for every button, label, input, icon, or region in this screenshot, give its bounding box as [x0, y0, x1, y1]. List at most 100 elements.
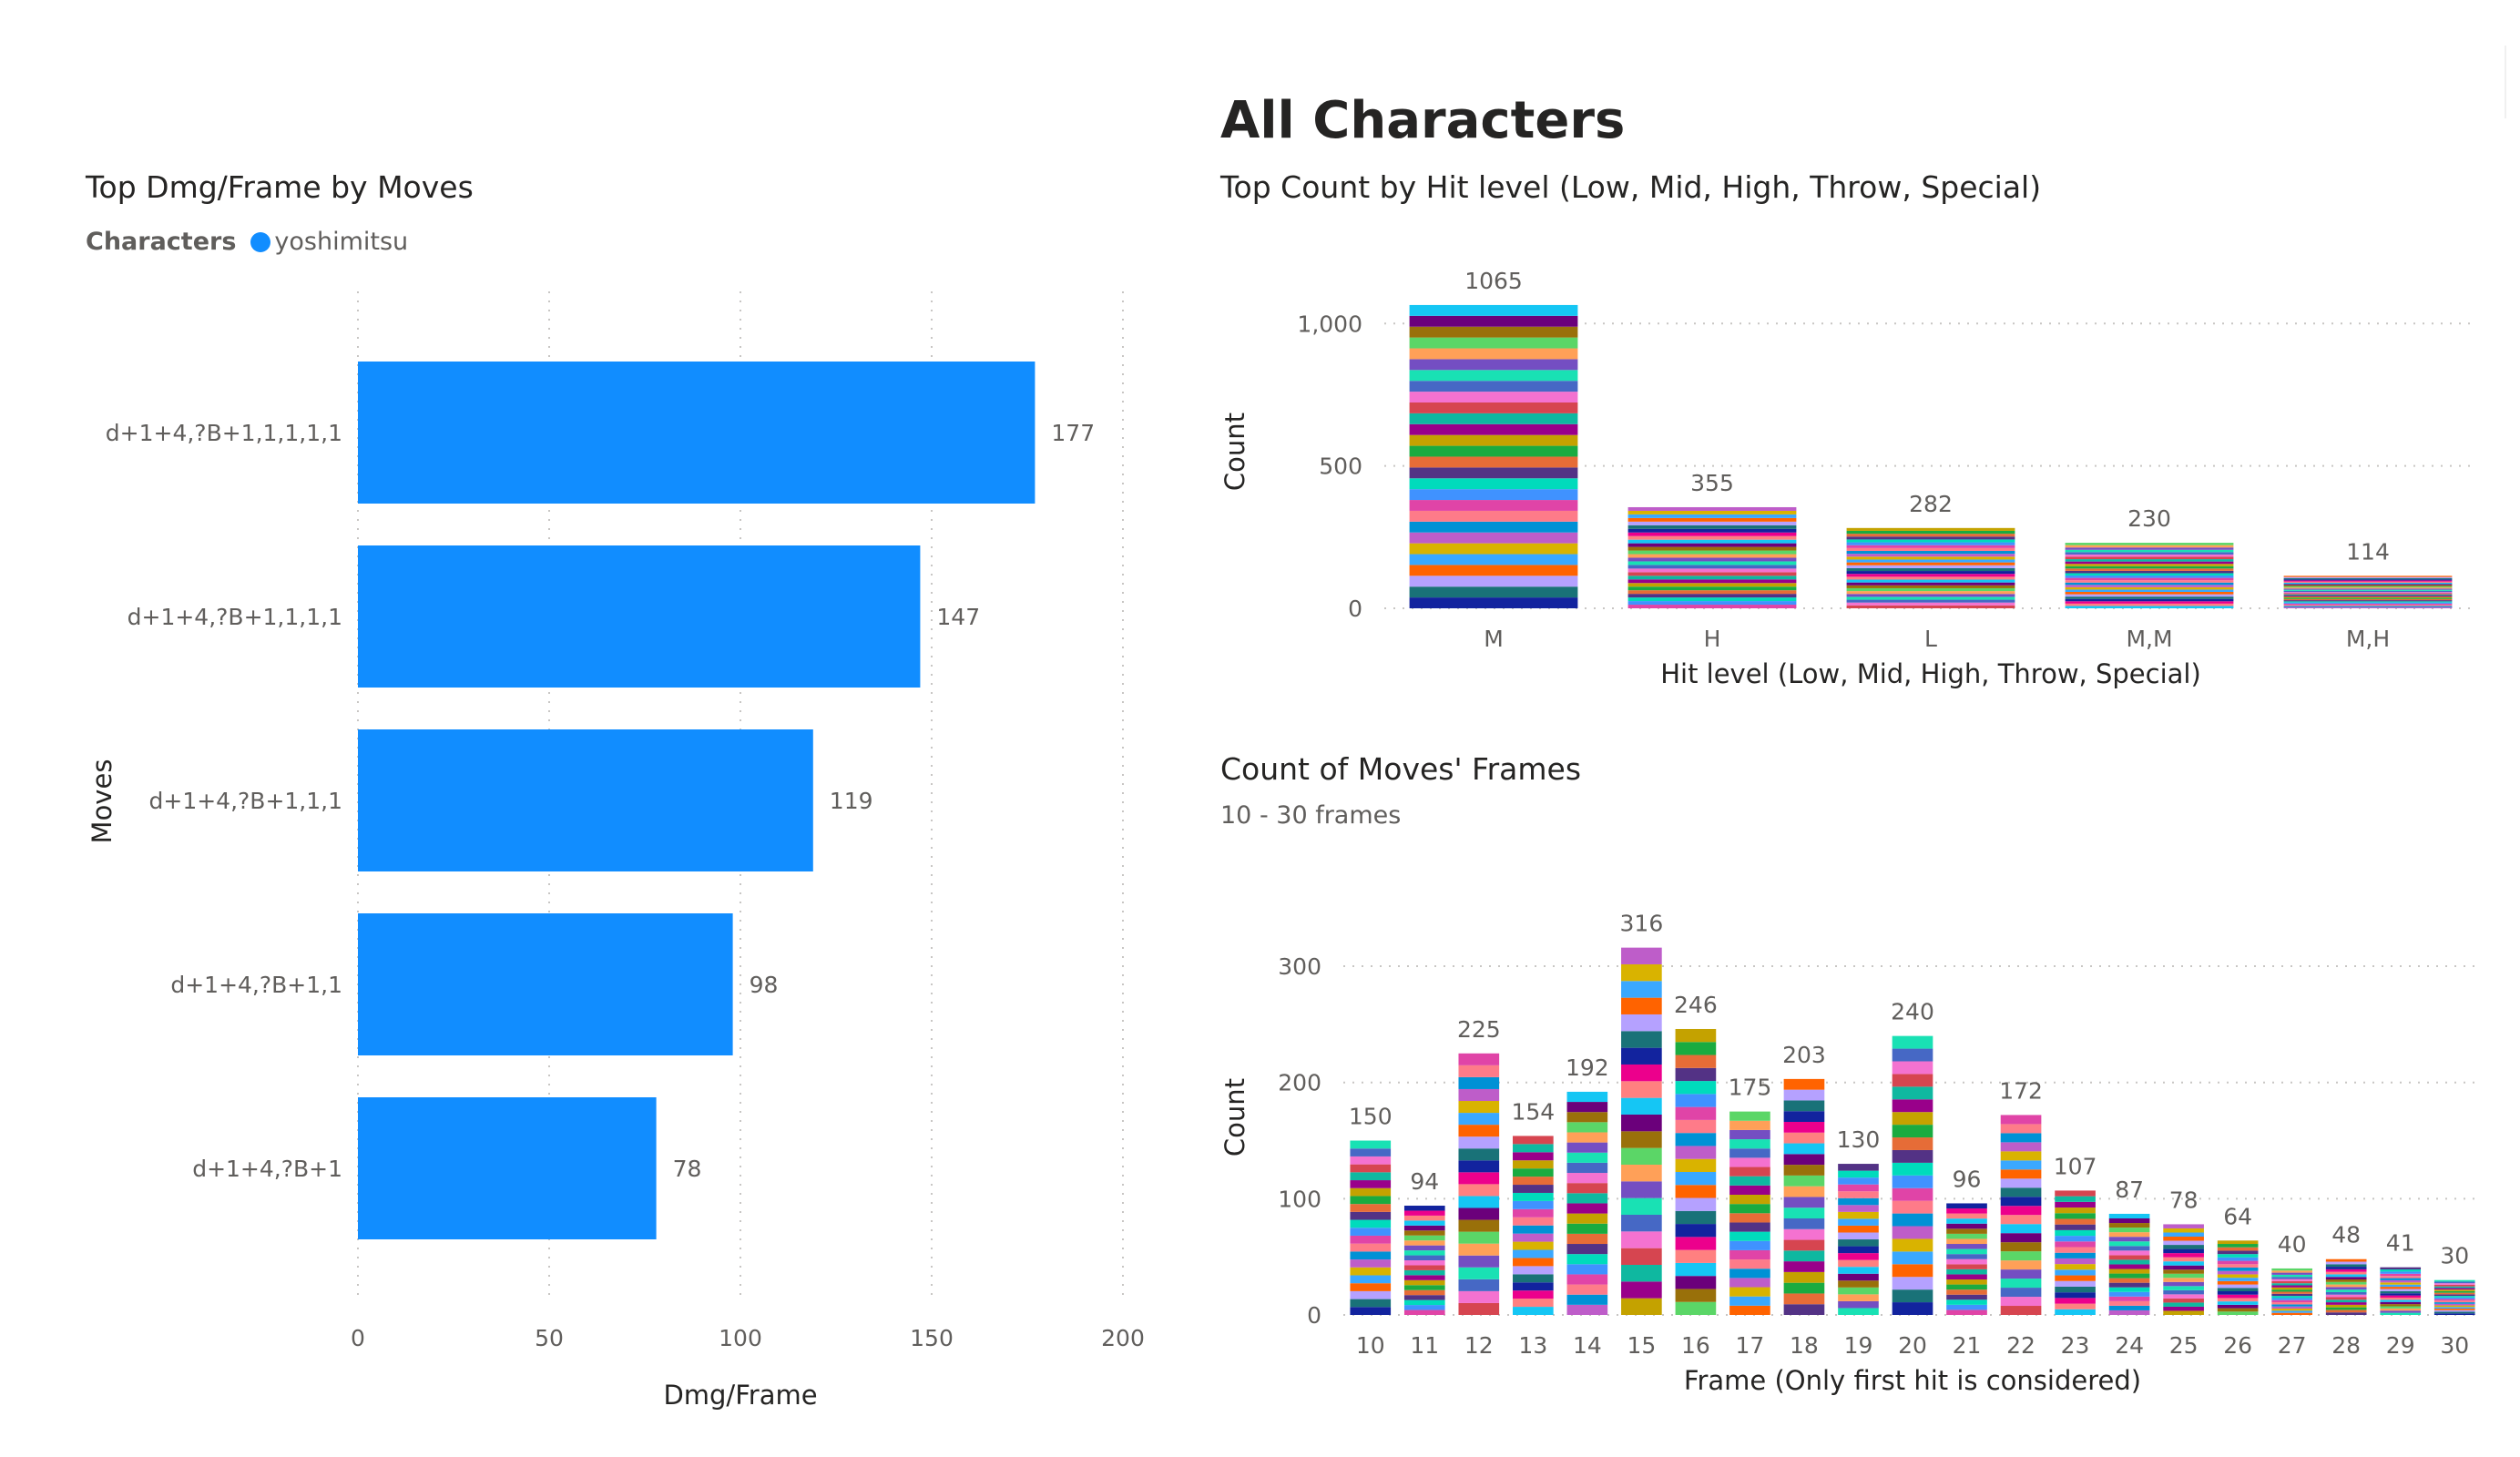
- bar-segment: [1403, 1235, 1445, 1241]
- bar-segment: [2000, 1306, 2042, 1315]
- bar-segment: [1838, 1184, 1879, 1192]
- dmg-chart: 0 50 100 150 200 d+1+4,?B+1,1,1,1,1 177 d+1+4,?…: [87, 291, 1145, 1411]
- bar-segment: [1409, 315, 1578, 327]
- bar-segment: [2055, 1236, 2096, 1242]
- bar-segment: [2163, 1281, 2204, 1287]
- bar-segment: [2000, 1269, 2042, 1279]
- bar-segment: [2108, 1282, 2150, 1288]
- bar-segment: [2271, 1272, 2312, 1275]
- bar-segment: [1838, 1267, 1879, 1274]
- bar-segment: [1403, 1265, 1445, 1270]
- bar-segment: [1846, 545, 2015, 548]
- data-label: 41: [2386, 1230, 2415, 1257]
- bar-segment: [1846, 542, 2015, 545]
- bar-segment: [2108, 1309, 2150, 1315]
- data-label: 147: [936, 604, 980, 630]
- bar-segment: [2163, 1232, 2204, 1238]
- bar-segment: [2065, 561, 2234, 565]
- bar-segment: [2065, 589, 2234, 593]
- bar-segment: [2000, 1160, 2042, 1170]
- x-axis-label: Dmg/Frame: [663, 1380, 817, 1411]
- bar-segment: [2065, 603, 2234, 606]
- bar-segment: [1513, 1168, 1554, 1177]
- bar-segment: [1350, 1251, 1392, 1260]
- bar-segment: [1846, 571, 2015, 575]
- bar-segment: [2433, 1290, 2475, 1293]
- bar-segment: [1403, 1240, 1445, 1246]
- bar-segment: [2065, 568, 2234, 571]
- bar-segment: [2108, 1273, 2150, 1279]
- bar-segment: [1403, 1275, 1445, 1280]
- bar-segment: [2283, 602, 2453, 604]
- bar-segment: [1783, 1239, 1825, 1251]
- bar-segment: [1350, 1219, 1392, 1228]
- bar-segment: [1621, 1197, 1662, 1215]
- bar-segment: [2000, 1197, 2042, 1207]
- bar-segment: [1729, 1167, 1770, 1177]
- bar-segment: [1846, 576, 2015, 580]
- bar-segment: [1892, 1112, 1933, 1126]
- bar-segment: [2283, 579, 2453, 581]
- bar-segment: [2433, 1283, 2475, 1285]
- bar-segment: [1846, 539, 2015, 543]
- bar-segment: [1458, 1065, 1500, 1077]
- bar-segment: [1458, 1136, 1500, 1149]
- bar-segment: [1946, 1304, 1987, 1310]
- bar-segment: [2283, 593, 2453, 595]
- bar-segment: [2433, 1296, 2475, 1298]
- y-axis-label: Count: [1219, 1078, 1250, 1156]
- legend-series-name[interactable]: yoshimitsu: [274, 228, 409, 256]
- bar-segment: [1409, 348, 1578, 360]
- bar-segment: [1675, 1249, 1717, 1263]
- bar-segment: [2433, 1302, 2475, 1304]
- bar-segment: [2325, 1312, 2367, 1315]
- bar-segment: [2163, 1224, 2204, 1228]
- bar-segment: [1946, 1294, 1987, 1300]
- bar-segment: [1783, 1165, 1825, 1176]
- bar-segment: [2065, 585, 2234, 587]
- bar-segment: [2271, 1293, 2312, 1297]
- data-label: 316: [1620, 911, 1664, 937]
- bar-segment: [1621, 1014, 1662, 1032]
- bar-segment: [2163, 1237, 2204, 1241]
- bar-segment: [1513, 1144, 1554, 1153]
- bar-segment: [1627, 576, 1797, 580]
- bar-segment: [1621, 963, 1662, 982]
- bar-segment: [2271, 1312, 2312, 1315]
- bar-segment: [1627, 532, 1797, 536]
- bar-segment: [2271, 1296, 2312, 1299]
- data-label: 225: [1457, 1016, 1501, 1043]
- bar-segment: [2283, 589, 2453, 591]
- bar-segment: [1403, 1245, 1445, 1251]
- data-label: 94: [1410, 1168, 1439, 1195]
- bar-segment: [1675, 1262, 1717, 1277]
- bar-segment: [2433, 1311, 2475, 1314]
- bar-segment: [2163, 1306, 2204, 1311]
- bar-segment: [1513, 1192, 1554, 1201]
- x-tick-label: 50: [535, 1325, 564, 1351]
- bar-segment: [2217, 1308, 2259, 1312]
- x-tick-label: L: [1924, 626, 1937, 652]
- bar-segment: [2108, 1255, 2150, 1260]
- bar-segment: [1513, 1274, 1554, 1283]
- bar-segment: [2217, 1288, 2259, 1292]
- bar-segment: [1729, 1157, 1770, 1167]
- bar-segment: [2055, 1264, 2096, 1270]
- bar-segment: [1846, 574, 2015, 577]
- bar-segment: [2163, 1248, 2204, 1254]
- bar-segment: [2433, 1286, 2475, 1289]
- bar-segment: [1409, 565, 1578, 576]
- bar-segment: [1458, 1243, 1500, 1256]
- bar-segment: [2163, 1265, 2204, 1270]
- bar-segment: [1946, 1289, 1987, 1295]
- bar-segment: [1621, 947, 1662, 964]
- bar-segment: [1566, 1284, 1608, 1295]
- bar-segment: [2380, 1284, 2422, 1288]
- data-label: 203: [1782, 1042, 1826, 1068]
- bar-segment: [2108, 1218, 2150, 1224]
- bar-segment: [1783, 1271, 1825, 1283]
- y-tick-label: 500: [1319, 453, 1362, 480]
- bar-segment: [2055, 1258, 2096, 1265]
- bar-segment: [1627, 565, 1797, 569]
- data-label: 282: [1909, 491, 1953, 517]
